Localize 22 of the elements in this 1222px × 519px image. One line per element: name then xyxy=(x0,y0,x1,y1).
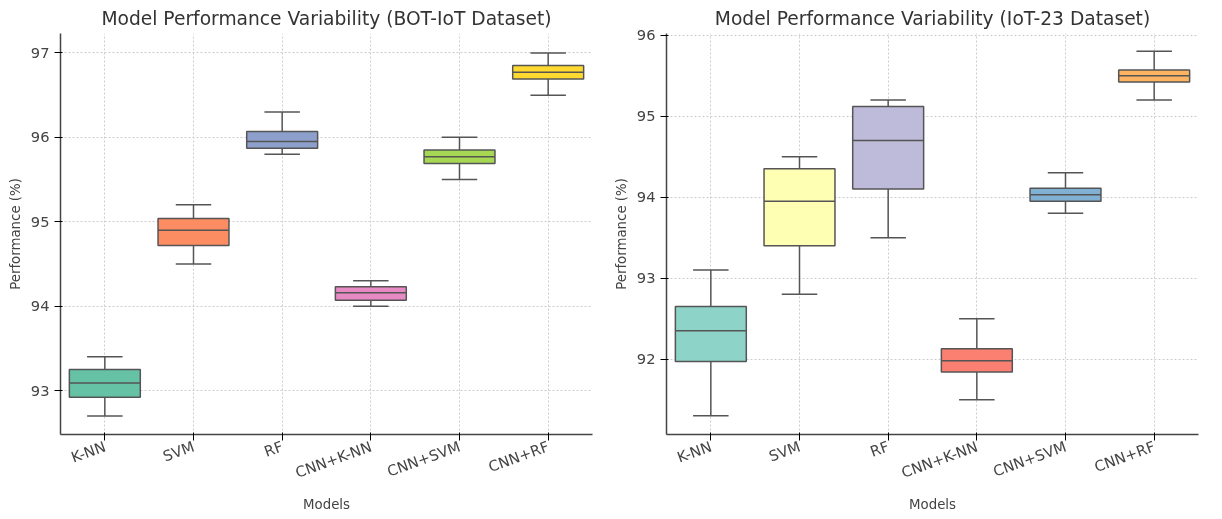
y-axis-title: Performance (%) xyxy=(613,178,629,290)
y-tick-label: 95 xyxy=(636,107,656,125)
x-tick-label: SVM xyxy=(160,437,197,465)
x-tick-label: SVM xyxy=(766,437,803,465)
x-tick-label: RF xyxy=(867,437,892,460)
y-tick-label: 97 xyxy=(30,43,50,61)
y-tick-label: 96 xyxy=(636,26,656,44)
y-tick-label: 94 xyxy=(30,297,50,315)
x-axis-title: Models xyxy=(909,496,957,512)
chart-title: Model Performance Variability (IoT-23 Dataset) xyxy=(714,7,1151,29)
x-tick-label: K-NN xyxy=(68,437,108,466)
x-axis-title: Models xyxy=(303,496,351,512)
y-axis-title: Performance (%) xyxy=(7,178,23,290)
x-tick-label: RF xyxy=(261,437,286,460)
y-tick-label: 95 xyxy=(30,212,50,230)
y-tick-label: 96 xyxy=(30,128,50,146)
y-tick-label: 94 xyxy=(636,188,656,206)
y-tick-label: 93 xyxy=(30,381,50,399)
y-tick-label: 93 xyxy=(636,269,656,287)
chart-title: Model Performance Variability (BOT-IoT Dataset) xyxy=(101,7,552,29)
x-tick-label: K-NN xyxy=(674,437,714,466)
y-tick-label: 92 xyxy=(636,350,656,368)
